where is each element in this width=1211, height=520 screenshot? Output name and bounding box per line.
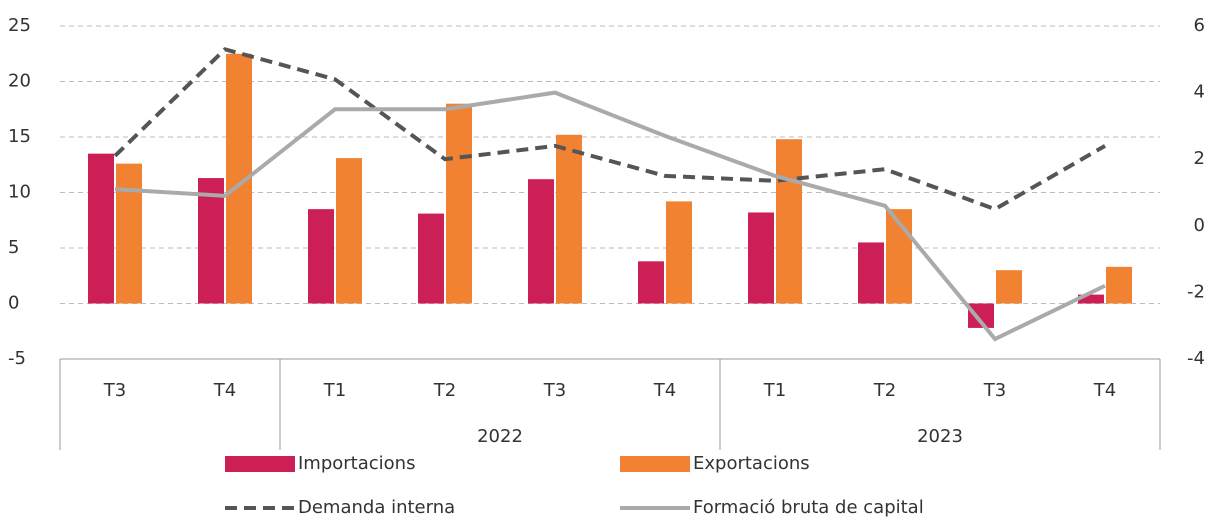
- y-tick-label: 0: [8, 293, 19, 314]
- x-tick-label: T3: [983, 380, 1006, 401]
- x-tick-label: T3: [543, 380, 566, 401]
- bar: [446, 103, 472, 304]
- x-tick-label: T4: [213, 380, 236, 401]
- bar: [418, 213, 444, 304]
- group-label: 2023: [917, 426, 963, 447]
- line-series: [114, 90, 1106, 342]
- y2-tick-label: -2: [1187, 281, 1205, 302]
- bar: [858, 242, 884, 304]
- legend-swatch: [225, 456, 295, 472]
- y-tick-label: 15: [8, 126, 31, 147]
- group-label: 2022: [477, 426, 523, 447]
- y2-tick-label: 0: [1194, 215, 1205, 236]
- x-tick-label: T3: [103, 380, 126, 401]
- bar: [116, 163, 142, 304]
- bar: [996, 270, 1022, 304]
- line-series: [113, 47, 1106, 212]
- x-tick-label: T2: [873, 380, 896, 401]
- y2-tick-label: 2: [1194, 148, 1205, 169]
- bar: [198, 178, 224, 304]
- y2-tick-label: 4: [1194, 82, 1205, 103]
- y-tick-label: -5: [8, 348, 26, 369]
- x-tick-label: T1: [323, 380, 346, 401]
- bar: [776, 139, 802, 304]
- bar: [308, 209, 334, 304]
- legend-label: Demanda interna: [298, 497, 455, 518]
- legend-label: Importacions: [298, 453, 415, 474]
- bar: [748, 212, 774, 304]
- bar: [638, 261, 664, 304]
- x-tick-label: T4: [653, 380, 676, 401]
- legend-label: Exportacions: [693, 453, 810, 474]
- legend-swatch: [620, 456, 690, 472]
- y2-tick-label: 6: [1194, 15, 1205, 36]
- y-tick-label: 20: [8, 71, 31, 92]
- x-tick-label: T4: [1093, 380, 1116, 401]
- legend-label: Formació bruta de capital: [693, 497, 924, 518]
- x-tick-label: T2: [433, 380, 456, 401]
- x-tick-label: T1: [763, 380, 786, 401]
- bar: [88, 153, 114, 304]
- y-tick-label: 10: [8, 182, 31, 203]
- y-tick-label: 25: [8, 15, 31, 36]
- bar: [556, 134, 582, 304]
- bar: [1106, 266, 1132, 304]
- bar: [1078, 294, 1104, 304]
- bar: [528, 179, 554, 304]
- bar: [666, 201, 692, 304]
- bar: [336, 158, 362, 304]
- y2-tick-label: -4: [1187, 348, 1205, 369]
- y-tick-label: 5: [8, 237, 19, 258]
